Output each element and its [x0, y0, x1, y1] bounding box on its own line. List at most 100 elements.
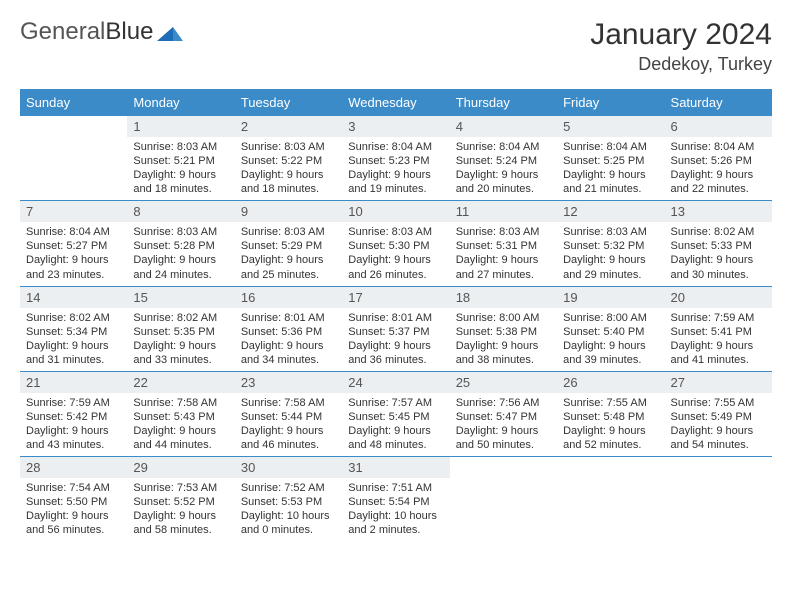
calendar-day-cell: 16Sunrise: 8:01 AMSunset: 5:36 PMDayligh…: [235, 286, 342, 371]
day-details: Sunrise: 7:58 AMSunset: 5:43 PMDaylight:…: [127, 393, 234, 456]
brand-name: GeneralBlue: [20, 18, 153, 46]
calendar-day-cell: 2Sunrise: 8:03 AMSunset: 5:22 PMDaylight…: [235, 116, 342, 201]
day-details: Sunrise: 8:01 AMSunset: 5:36 PMDaylight:…: [235, 308, 342, 371]
calendar-day-cell: 9Sunrise: 8:03 AMSunset: 5:29 PMDaylight…: [235, 201, 342, 286]
daylight-text: Daylight: 9 hours and 54 minutes.: [671, 424, 766, 452]
day-number: 26: [557, 372, 664, 393]
sunrise-text: Sunrise: 7:58 AM: [241, 396, 336, 410]
weekday-header-sunday: Sunday: [20, 89, 127, 116]
sunrise-text: Sunrise: 8:04 AM: [456, 140, 551, 154]
calendar-day-cell: 6Sunrise: 8:04 AMSunset: 5:26 PMDaylight…: [665, 116, 772, 201]
day-number: 12: [557, 201, 664, 222]
day-details: Sunrise: 8:00 AMSunset: 5:40 PMDaylight:…: [557, 308, 664, 371]
day-details: Sunrise: 7:58 AMSunset: 5:44 PMDaylight:…: [235, 393, 342, 456]
day-number: 31: [342, 457, 449, 478]
day-number: 30: [235, 457, 342, 478]
calendar-day-cell: 10Sunrise: 8:03 AMSunset: 5:30 PMDayligh…: [342, 201, 449, 286]
day-number: 14: [20, 287, 127, 308]
calendar-day-cell: 24Sunrise: 7:57 AMSunset: 5:45 PMDayligh…: [342, 371, 449, 456]
daylight-text: Daylight: 9 hours and 26 minutes.: [348, 253, 443, 281]
sunrise-text: Sunrise: 7:52 AM: [241, 481, 336, 495]
calendar-day-cell: .: [665, 457, 772, 542]
weekday-header-monday: Monday: [127, 89, 234, 116]
daylight-text: Daylight: 9 hours and 25 minutes.: [241, 253, 336, 281]
calendar-day-cell: 12Sunrise: 8:03 AMSunset: 5:32 PMDayligh…: [557, 201, 664, 286]
calendar-day-cell: 4Sunrise: 8:04 AMSunset: 5:24 PMDaylight…: [450, 116, 557, 201]
sunrise-text: Sunrise: 8:02 AM: [26, 311, 121, 325]
sunrise-text: Sunrise: 7:51 AM: [348, 481, 443, 495]
day-details: Sunrise: 7:55 AMSunset: 5:49 PMDaylight:…: [665, 393, 772, 456]
daylight-text: Daylight: 9 hours and 58 minutes.: [133, 509, 228, 537]
sunrise-text: Sunrise: 7:54 AM: [26, 481, 121, 495]
sunrise-text: Sunrise: 7:59 AM: [26, 396, 121, 410]
calendar-body: .1Sunrise: 8:03 AMSunset: 5:21 PMDayligh…: [20, 116, 772, 542]
calendar-day-cell: 22Sunrise: 7:58 AMSunset: 5:43 PMDayligh…: [127, 371, 234, 456]
sunset-text: Sunset: 5:36 PM: [241, 325, 336, 339]
day-details: Sunrise: 8:03 AMSunset: 5:29 PMDaylight:…: [235, 222, 342, 285]
sunrise-text: Sunrise: 8:03 AM: [563, 225, 658, 239]
daylight-text: Daylight: 9 hours and 44 minutes.: [133, 424, 228, 452]
day-details: Sunrise: 8:04 AMSunset: 5:27 PMDaylight:…: [20, 222, 127, 285]
daylight-text: Daylight: 9 hours and 23 minutes.: [26, 253, 121, 281]
sunrise-text: Sunrise: 8:03 AM: [133, 225, 228, 239]
sunset-text: Sunset: 5:30 PM: [348, 239, 443, 253]
day-details: Sunrise: 8:02 AMSunset: 5:34 PMDaylight:…: [20, 308, 127, 371]
calendar-day-cell: 23Sunrise: 7:58 AMSunset: 5:44 PMDayligh…: [235, 371, 342, 456]
day-number: 28: [20, 457, 127, 478]
calendar-day-cell: 18Sunrise: 8:00 AMSunset: 5:38 PMDayligh…: [450, 286, 557, 371]
sunset-text: Sunset: 5:40 PM: [563, 325, 658, 339]
day-number: 25: [450, 372, 557, 393]
day-number: 29: [127, 457, 234, 478]
daylight-text: Daylight: 9 hours and 52 minutes.: [563, 424, 658, 452]
day-number: 8: [127, 201, 234, 222]
day-details: Sunrise: 8:04 AMSunset: 5:24 PMDaylight:…: [450, 137, 557, 200]
calendar-day-cell: 27Sunrise: 7:55 AMSunset: 5:49 PMDayligh…: [665, 371, 772, 456]
calendar-day-cell: 1Sunrise: 8:03 AMSunset: 5:21 PMDaylight…: [127, 116, 234, 201]
day-number: 10: [342, 201, 449, 222]
daylight-text: Daylight: 9 hours and 50 minutes.: [456, 424, 551, 452]
day-number: 19: [557, 287, 664, 308]
day-number: 21: [20, 372, 127, 393]
daylight-text: Daylight: 9 hours and 30 minutes.: [671, 253, 766, 281]
daylight-text: Daylight: 9 hours and 24 minutes.: [133, 253, 228, 281]
sunset-text: Sunset: 5:23 PM: [348, 154, 443, 168]
sunset-text: Sunset: 5:28 PM: [133, 239, 228, 253]
location-label: Dedekoy, Turkey: [590, 54, 772, 75]
calendar-week-row: 14Sunrise: 8:02 AMSunset: 5:34 PMDayligh…: [20, 286, 772, 371]
daylight-text: Daylight: 9 hours and 21 minutes.: [563, 168, 658, 196]
sunset-text: Sunset: 5:47 PM: [456, 410, 551, 424]
sunset-text: Sunset: 5:27 PM: [26, 239, 121, 253]
weekday-header-wednesday: Wednesday: [342, 89, 449, 116]
daylight-text: Daylight: 9 hours and 27 minutes.: [456, 253, 551, 281]
calendar-day-cell: 26Sunrise: 7:55 AMSunset: 5:48 PMDayligh…: [557, 371, 664, 456]
sunset-text: Sunset: 5:50 PM: [26, 495, 121, 509]
sunset-text: Sunset: 5:22 PM: [241, 154, 336, 168]
month-title: January 2024: [590, 18, 772, 52]
day-details: Sunrise: 8:03 AMSunset: 5:32 PMDaylight:…: [557, 222, 664, 285]
daylight-text: Daylight: 9 hours and 22 minutes.: [671, 168, 766, 196]
day-details: Sunrise: 7:54 AMSunset: 5:50 PMDaylight:…: [20, 478, 127, 541]
day-details: Sunrise: 7:59 AMSunset: 5:41 PMDaylight:…: [665, 308, 772, 371]
page-header: GeneralBlue January 2024 Dedekoy, Turkey: [20, 18, 772, 75]
sunset-text: Sunset: 5:35 PM: [133, 325, 228, 339]
sunset-text: Sunset: 5:31 PM: [456, 239, 551, 253]
day-details: Sunrise: 8:02 AMSunset: 5:35 PMDaylight:…: [127, 308, 234, 371]
sunset-text: Sunset: 5:34 PM: [26, 325, 121, 339]
day-number: 22: [127, 372, 234, 393]
calendar-day-cell: 19Sunrise: 8:00 AMSunset: 5:40 PMDayligh…: [557, 286, 664, 371]
sunset-text: Sunset: 5:48 PM: [563, 410, 658, 424]
sunrise-text: Sunrise: 8:03 AM: [133, 140, 228, 154]
sunrise-text: Sunrise: 8:04 AM: [563, 140, 658, 154]
daylight-text: Daylight: 9 hours and 39 minutes.: [563, 339, 658, 367]
day-details: Sunrise: 8:04 AMSunset: 5:25 PMDaylight:…: [557, 137, 664, 200]
day-number: 1: [127, 116, 234, 137]
calendar-day-cell: 30Sunrise: 7:52 AMSunset: 5:53 PMDayligh…: [235, 457, 342, 542]
day-details: Sunrise: 8:03 AMSunset: 5:31 PMDaylight:…: [450, 222, 557, 285]
calendar-day-cell: 17Sunrise: 8:01 AMSunset: 5:37 PMDayligh…: [342, 286, 449, 371]
sunset-text: Sunset: 5:26 PM: [671, 154, 766, 168]
sunrise-text: Sunrise: 7:53 AM: [133, 481, 228, 495]
day-details: Sunrise: 8:04 AMSunset: 5:23 PMDaylight:…: [342, 137, 449, 200]
sunrise-text: Sunrise: 8:04 AM: [671, 140, 766, 154]
sunrise-text: Sunrise: 8:01 AM: [348, 311, 443, 325]
day-details: Sunrise: 7:57 AMSunset: 5:45 PMDaylight:…: [342, 393, 449, 456]
